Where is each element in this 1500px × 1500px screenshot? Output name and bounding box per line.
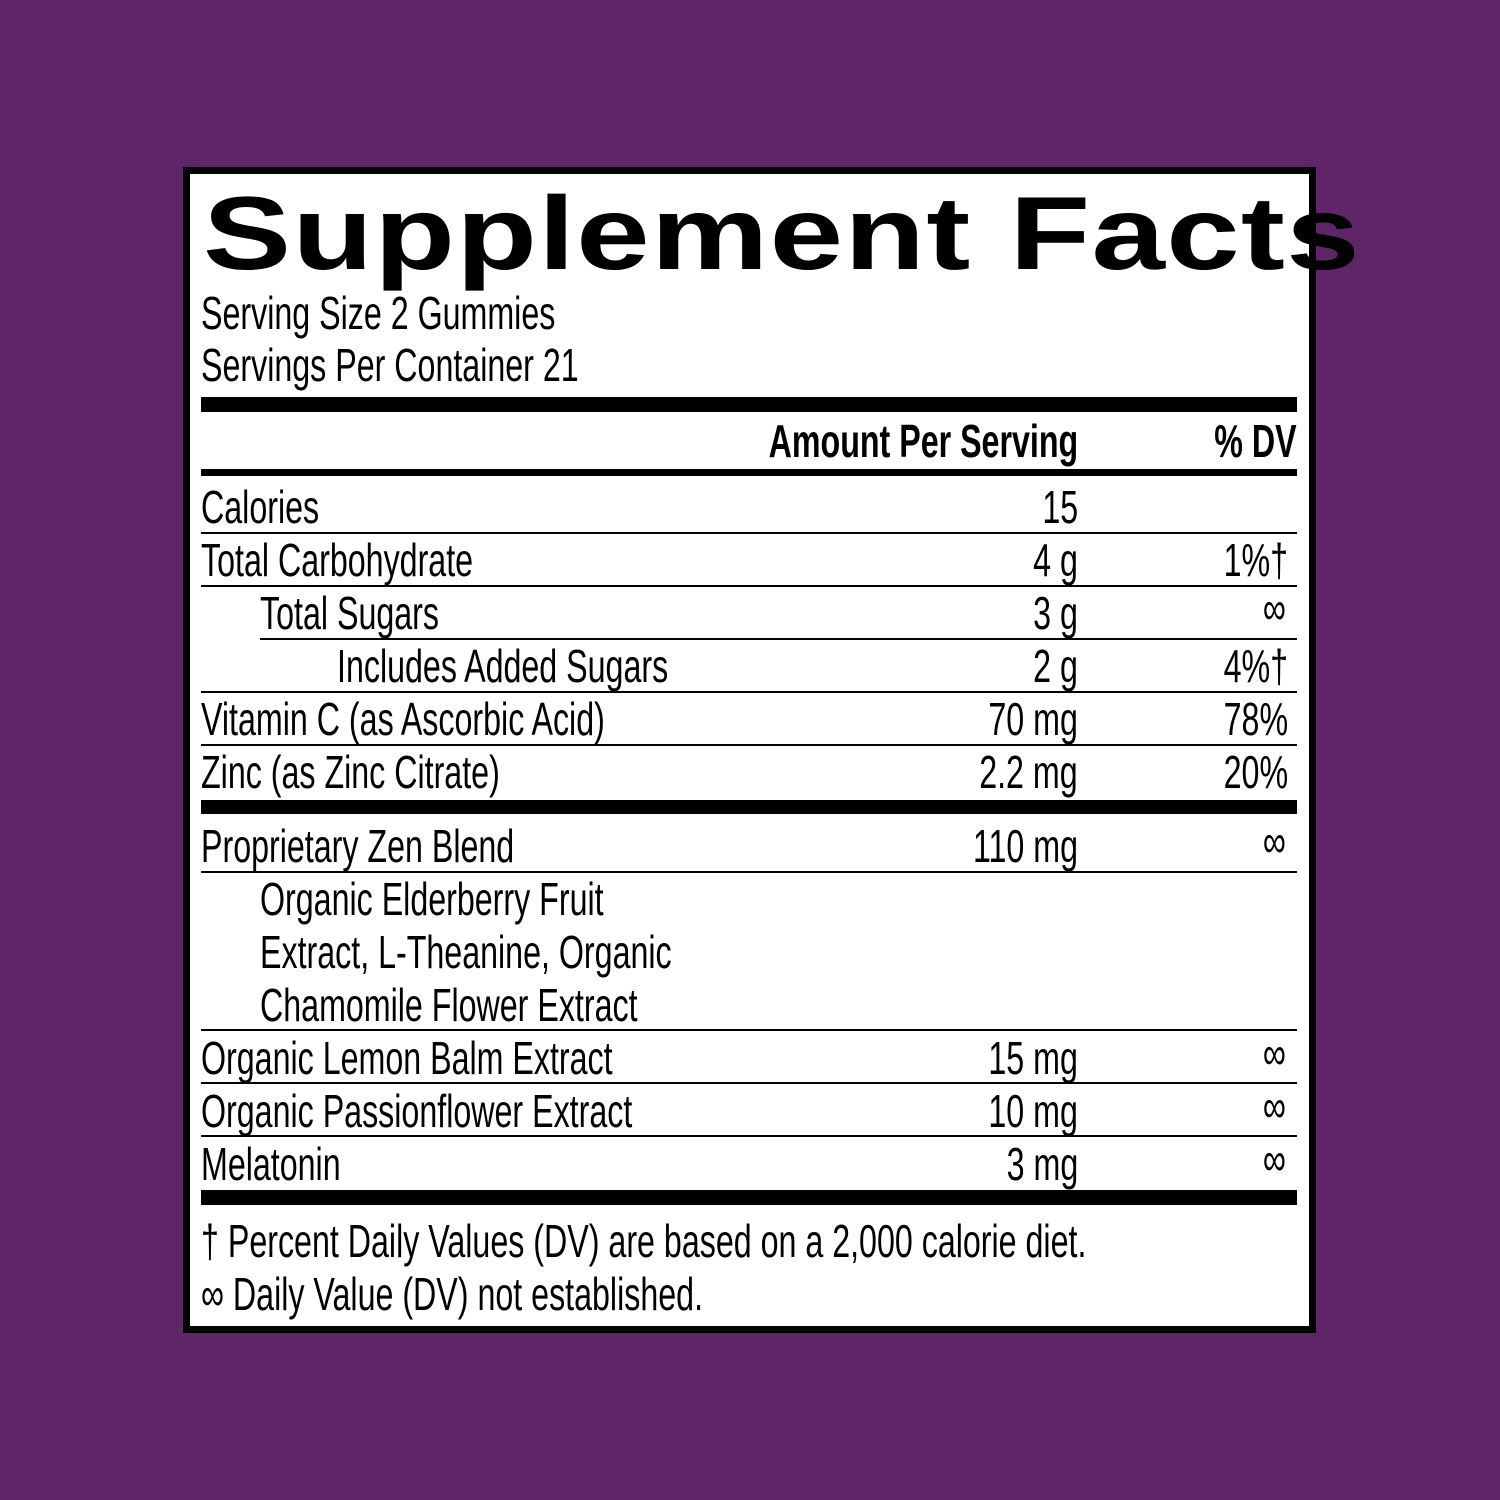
ingredient-amount: 3 mg	[1006, 1138, 1078, 1190]
serving-size: Serving Size 2 Gummies	[201, 287, 556, 339]
ingredient-name: Organic Passionflower Extract	[201, 1085, 633, 1137]
divider-thin	[201, 1029, 1297, 1031]
nutrient-name: Zinc (as Zinc Citrate)	[201, 746, 500, 798]
divider-thin	[201, 744, 1297, 746]
blend-name: Proprietary Zen Blend	[201, 820, 515, 872]
ingredient-dv: ∞	[1263, 1027, 1286, 1079]
nutrient-amount: 70 mg	[988, 693, 1078, 745]
ingredient-dv: ∞	[1263, 1133, 1286, 1185]
footnote-dv-not-established: ∞ Daily Value (DV) not established.	[201, 1268, 704, 1320]
supplement-facts-panel	[183, 167, 1316, 1333]
nutrient-amount: 3 g	[1033, 587, 1078, 639]
divider-thin	[201, 585, 1297, 587]
nutrient-name: Total Carbohydrate	[201, 534, 474, 586]
divider-thin	[201, 1082, 1297, 1084]
divider-thick	[201, 397, 1297, 412]
divider-thin	[201, 532, 1297, 534]
divider-thin	[260, 638, 1297, 640]
nutrient-dv: ∞	[1263, 582, 1286, 634]
header-dv: % DV	[1214, 415, 1297, 467]
blend-amount: 110 mg	[972, 820, 1078, 872]
header-amount: Amount Per Serving	[768, 415, 1078, 467]
nutrient-name: Total Sugars	[260, 587, 439, 639]
ingredient-amount: 10 mg	[988, 1085, 1078, 1137]
blend-ingredient: Organic Elderberry Fruit	[260, 873, 604, 925]
nutrient-dv: 78%	[1223, 693, 1288, 745]
nutrient-dv: 4%†	[1223, 640, 1288, 692]
divider-thin	[201, 1135, 1297, 1137]
nutrient-amount: 2.2 mg	[979, 746, 1078, 798]
nutrient-dv: 1%†	[1223, 534, 1288, 586]
nutrient-name: Calories	[201, 481, 320, 533]
nutrient-amount: 15	[1042, 481, 1078, 533]
nutrient-name: Vitamin C (as Ascorbic Acid)	[201, 693, 605, 745]
nutrient-amount: 4 g	[1033, 534, 1078, 586]
divider-medium	[201, 469, 1297, 476]
page-title: Supplement Facts	[203, 176, 1361, 292]
ingredient-name: Melatonin	[201, 1138, 341, 1190]
ingredient-amount: 15 mg	[988, 1032, 1078, 1084]
divider-thin	[201, 871, 1297, 873]
divider-thick	[201, 800, 1297, 814]
servings-per-container: Servings Per Container 21	[201, 339, 579, 391]
blend-ingredient: Extract, L-Theanine, Organic	[260, 926, 672, 978]
blend-ingredient: Chamomile Flower Extract	[260, 979, 638, 1031]
nutrient-dv: 20%	[1223, 746, 1288, 798]
nutrient-name: Includes Added Sugars	[337, 640, 669, 692]
ingredient-dv: ∞	[1263, 1080, 1286, 1132]
blend-dv: ∞	[1263, 815, 1286, 867]
divider-thick	[201, 1190, 1297, 1205]
divider-thin	[201, 691, 1297, 693]
nutrient-amount: 2 g	[1033, 640, 1078, 692]
footnote-dv-basis: † Percent Daily Values (DV) are based on…	[201, 1215, 1087, 1267]
ingredient-name: Organic Lemon Balm Extract	[201, 1032, 613, 1084]
